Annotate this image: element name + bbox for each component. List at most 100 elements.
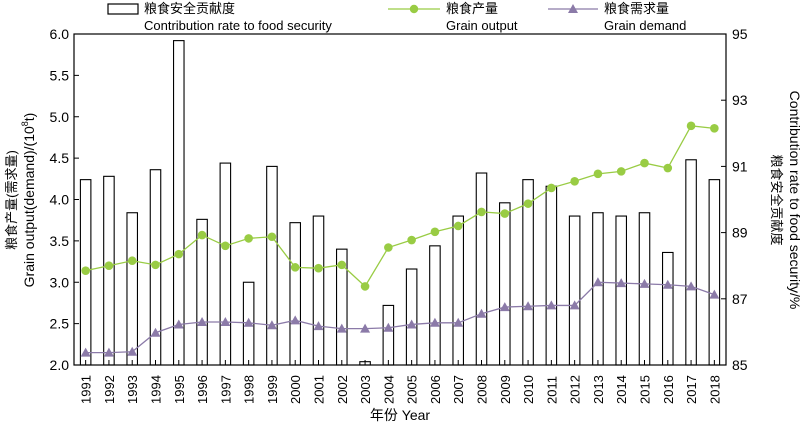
point-demand-1996: [197, 316, 208, 326]
point-output-2000: [290, 263, 300, 272]
x-tick-label-2000: 2000: [288, 375, 303, 404]
x-tick-label-2005: 2005: [405, 375, 420, 404]
legend-marker-demand: [568, 4, 578, 13]
legend: 粮食安全贡献度 Contribution rate to food securi…: [107, 1, 686, 33]
legend-label-contribution-en: Contribution rate to food security: [144, 18, 332, 33]
x-tick-label-2018: 2018: [707, 375, 722, 404]
x-tick-label-2007: 2007: [451, 375, 466, 404]
point-demand-2012: [569, 300, 580, 310]
point-demand-2007: [453, 317, 464, 327]
x-tick-label-2004: 2004: [381, 375, 396, 404]
x-tick-label-1991: 1991: [79, 375, 94, 404]
x-tick-label-2006: 2006: [428, 375, 443, 404]
y-tick-label-right-93: 93: [732, 92, 748, 108]
point-output-1997: [221, 241, 230, 251]
legend-label-output-cn: 粮食产量: [446, 1, 498, 16]
point-demand-2010: [523, 301, 534, 311]
legend-marker-output: [409, 4, 419, 14]
bar-2001: [312, 215, 325, 366]
point-demand-1994: [150, 327, 161, 337]
y-tick-label-left-3.0: 3.0: [50, 274, 70, 290]
point-output-2015: [640, 158, 649, 168]
bar-1997: [219, 162, 232, 366]
x-tick-label-1995: 1995: [172, 375, 187, 404]
x-tick-label-2003: 2003: [358, 375, 373, 404]
bar-1995: [172, 40, 185, 366]
bar-2016: [661, 251, 674, 366]
point-output-2011: [547, 183, 556, 193]
point-output-2017: [686, 121, 696, 131]
point-output-2005: [407, 235, 416, 245]
line-output: [85, 125, 715, 288]
point-output-2002: [337, 260, 347, 270]
bar-1993: [126, 212, 139, 366]
y-axis-left-label: 粮食产量(需求量) Grain output(demand)/(108t): [4, 113, 37, 288]
y-tick-label-right-87: 87: [732, 291, 748, 307]
point-output-2013: [593, 169, 603, 179]
y-axis-right-label: 粮食安全贡献度 Contribution rate to food securi…: [769, 91, 800, 310]
line-demand: [85, 281, 715, 354]
point-output-2012: [570, 176, 579, 186]
point-output-2008: [477, 207, 486, 217]
line-series: [80, 121, 720, 357]
x-tick-label-2012: 2012: [568, 375, 583, 404]
point-output-2007: [453, 221, 463, 231]
x-tick-label-2017: 2017: [684, 375, 699, 404]
point-output-1991: [81, 266, 90, 275]
point-demand-2017: [686, 281, 697, 291]
point-demand-2000: [290, 315, 301, 325]
x-tick-label-1998: 1998: [242, 375, 257, 404]
bar-2011: [545, 185, 558, 366]
bar-2012: [568, 215, 581, 366]
y-tick-label-left-2.0: 2.0: [50, 357, 70, 373]
bar-2018: [708, 179, 721, 366]
plot-frame: [73, 33, 727, 366]
y-tick-label-left-4.5: 4.5: [50, 150, 70, 166]
point-demand-1998: [243, 317, 254, 327]
legend-label-demand-en: Grain demand: [604, 18, 686, 33]
y-axis-left: 2.0 2.5 3.0 3.5 4.0 4.5 5.0 5.5 6.0: [50, 26, 79, 373]
y-tick-label-left-3.5: 3.5: [50, 233, 70, 249]
point-output-1999: [267, 232, 277, 242]
point-demand-1997: [220, 316, 231, 326]
x-tick-label-1992: 1992: [102, 375, 117, 404]
point-demand-2016: [662, 279, 673, 289]
point-demand-1995: [173, 319, 184, 329]
point-output-2006: [430, 227, 440, 237]
point-output-1998: [244, 234, 253, 243]
point-demand-1993: [127, 346, 138, 356]
point-demand-2008: [476, 308, 487, 318]
point-output-2009: [500, 209, 510, 218]
point-output-2014: [616, 167, 626, 176]
point-output-1992: [104, 261, 114, 271]
point-demand-2018: [709, 289, 720, 299]
y-tick-label-left-6.0: 6.0: [50, 26, 70, 42]
point-output-1995: [174, 249, 184, 259]
x-tick-label-2010: 2010: [521, 375, 536, 404]
x-tick-label-2009: 2009: [498, 375, 513, 404]
y-tick-label-left-5.5: 5.5: [50, 67, 70, 83]
point-output-1996: [197, 230, 207, 240]
bar-2007: [452, 215, 465, 366]
point-output-2016: [663, 163, 673, 173]
x-tick-label-2016: 2016: [661, 375, 676, 404]
bar-2004: [382, 304, 395, 366]
y-axis-left-label-sup: 8: [20, 121, 30, 126]
bar-2015: [638, 212, 651, 366]
point-demand-2005: [406, 319, 417, 329]
point-demand-1992: [103, 347, 114, 357]
point-output-1994: [151, 260, 160, 270]
y-tick-label-right-85: 85: [732, 357, 748, 373]
bar-1999: [266, 165, 278, 366]
y-tick-label-left-4.0: 4.0: [50, 192, 70, 208]
x-axis-label: 年份 Year: [370, 407, 431, 423]
legend-item-contribution-rate: 粮食安全贡献度 Contribution rate to food securi…: [107, 1, 332, 33]
x-tick-label-1999: 1999: [265, 375, 280, 404]
y-tick-label-left-5.0: 5.0: [50, 109, 70, 125]
point-demand-1991: [80, 347, 91, 357]
x-tick-label-1993: 1993: [125, 375, 140, 404]
x-tick-label-1996: 1996: [195, 375, 210, 404]
point-demand-2011: [546, 300, 557, 310]
point-demand-2001: [313, 321, 324, 331]
